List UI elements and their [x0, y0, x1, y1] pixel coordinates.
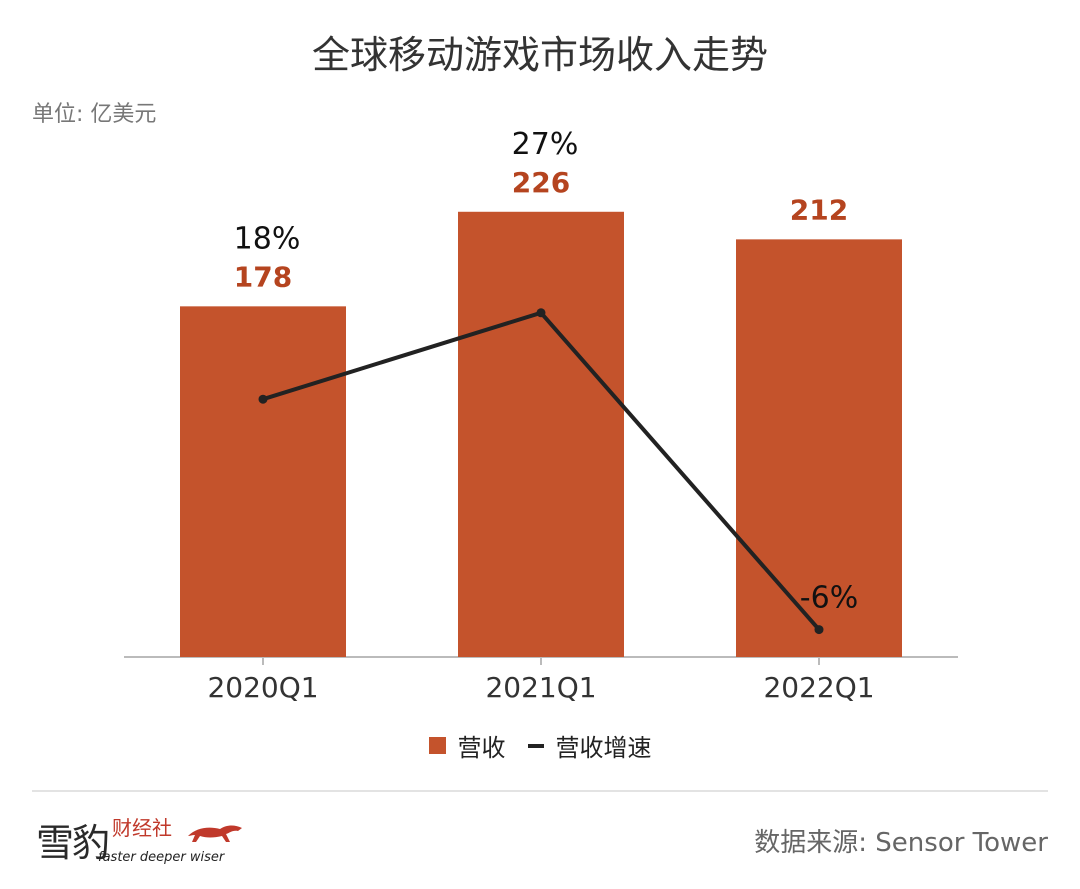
- footer-divider: [32, 790, 1048, 792]
- x-tick-label: 2020Q1: [207, 671, 318, 704]
- chart-title: 全球移动游戏市场收入走势: [311, 33, 768, 77]
- bar-2020Q1: [180, 306, 346, 657]
- source-note: 数据来源: Sensor Tower: [754, 828, 1048, 858]
- bar-value-label: 226: [512, 166, 570, 199]
- unit-label: 单位: 亿美元: [32, 102, 157, 127]
- chart-area: 2020Q1 178 2021Q1 226 2022Q1 212 18% 27% -6%: [124, 127, 958, 704]
- legend-line-label: 营收增速: [555, 734, 652, 762]
- legend: 营收 营收增速: [0, 728, 1080, 763]
- legend-item-revenue: 营收: [428, 728, 506, 763]
- bar-value-label: 212: [790, 193, 848, 226]
- logo-main-text: 雪豹: [36, 821, 110, 865]
- legend-bar-swatch: [428, 737, 446, 754]
- logo-sub-text: 财经社: [112, 816, 173, 840]
- growth-value-label: -6%: [800, 581, 858, 616]
- growth-point: [258, 394, 268, 404]
- growth-point: [536, 308, 546, 318]
- logo-tagline: faster deeper wiser: [98, 850, 225, 865]
- growth-point: [814, 625, 824, 635]
- growth-value-label: 18%: [234, 221, 301, 256]
- bar-2022Q1: [736, 239, 902, 658]
- cheetah-icon: [188, 825, 242, 842]
- bar-value-label: 178: [234, 260, 292, 293]
- legend-line-swatch: [527, 743, 544, 748]
- growth-value-label: 27%: [512, 127, 579, 162]
- legend-item-growth: 营收增速: [527, 728, 652, 763]
- x-tick-label: 2022Q1: [763, 671, 874, 704]
- x-tick-label: 2021Q1: [485, 671, 596, 704]
- legend-bar-label: 营收: [457, 734, 506, 762]
- bar-2021Q1: [458, 211, 624, 657]
- brand-logo: 雪豹 财经社 faster deeper wiser: [36, 812, 242, 867]
